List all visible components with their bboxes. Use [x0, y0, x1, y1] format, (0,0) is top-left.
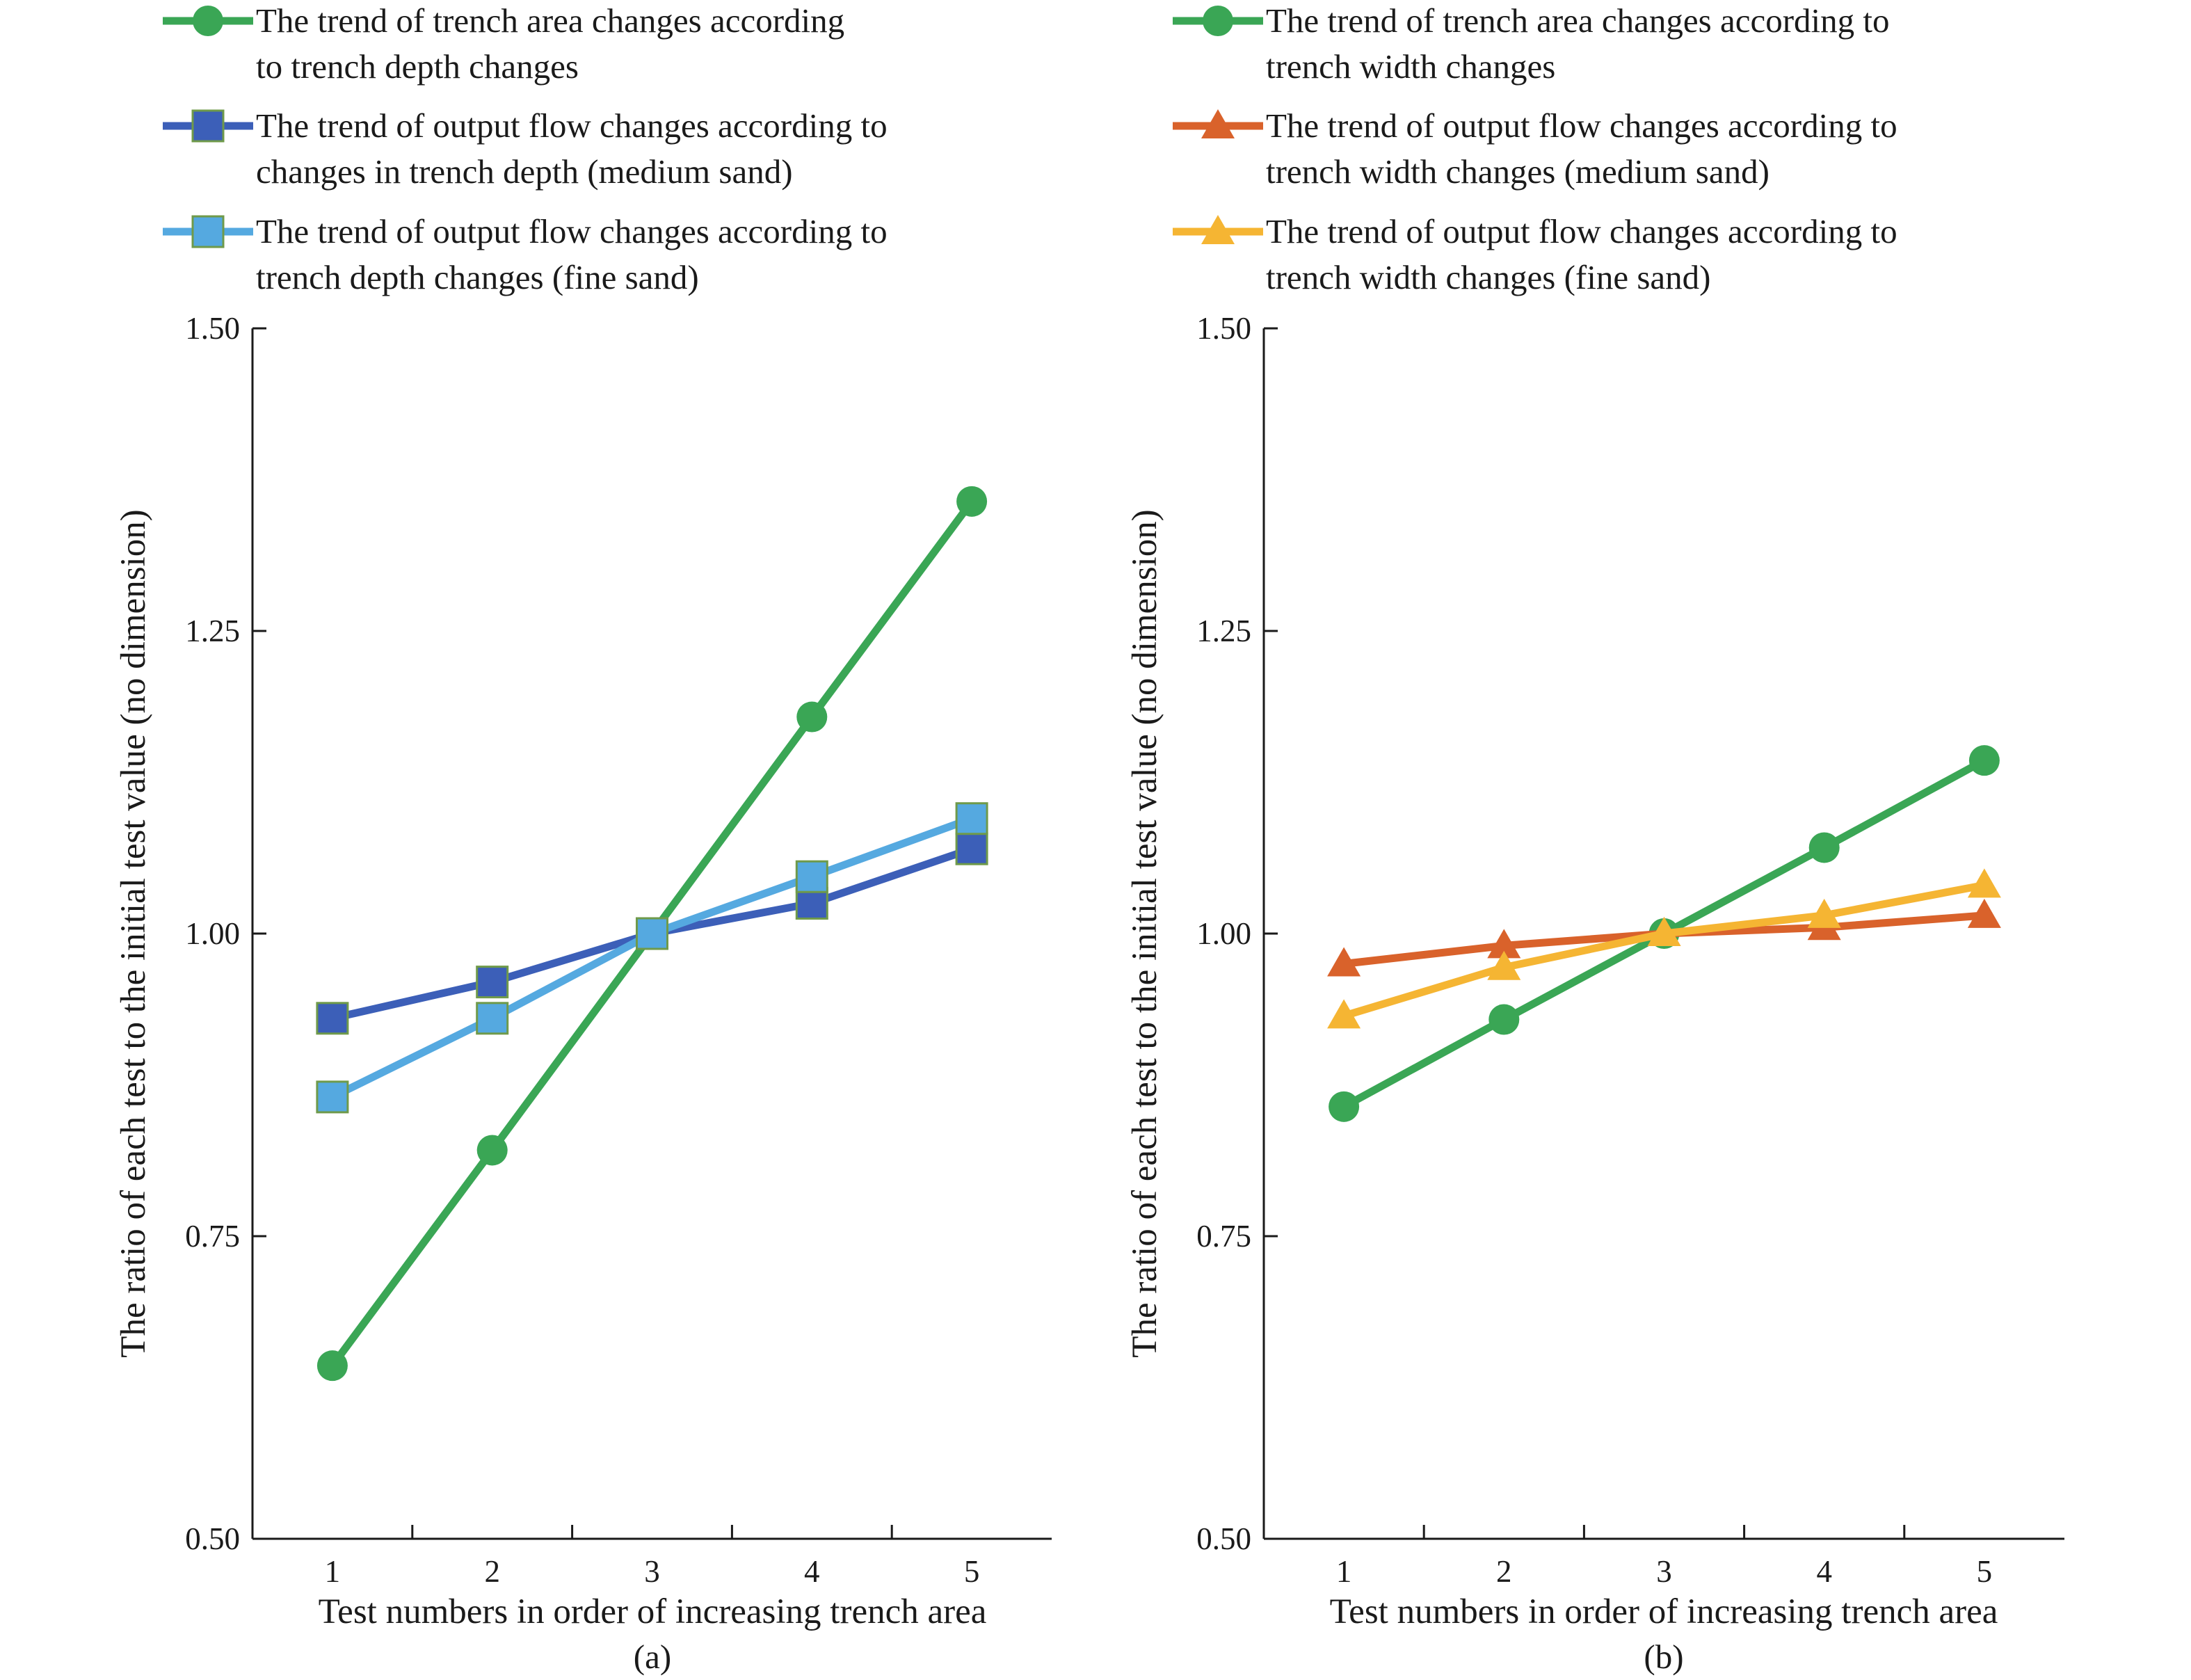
x-tick-label: 2	[484, 1554, 500, 1589]
data-point	[1488, 1004, 1520, 1035]
legend-swatch-marker	[191, 109, 225, 143]
legend-entry-1: The trend of trench area changes accordi…	[1173, 1, 1890, 86]
legend-swatch-marker	[1203, 6, 1233, 36]
y-tick-label: 0.75	[1196, 1219, 1251, 1254]
legend-swatch-marker	[1201, 215, 1235, 244]
series-line	[330, 815, 973, 1101]
x-tick-label: 2	[1496, 1554, 1512, 1589]
panel-label: (b)	[1644, 1638, 1683, 1676]
panel-label: (a)	[634, 1638, 671, 1676]
data-point	[955, 802, 988, 835]
legend-label: to trench depth changes	[256, 47, 579, 86]
x-tick-label: 3	[644, 1554, 660, 1589]
data-point	[476, 1135, 508, 1166]
data-point	[316, 1080, 349, 1114]
legend-label: The trend of output flow changes accordi…	[256, 106, 888, 145]
data-point	[795, 860, 828, 893]
y-tick-label: 1.50	[1196, 311, 1251, 346]
data-point	[955, 832, 988, 865]
data-point	[956, 486, 988, 517]
legend-label: The trend of output flow changes accordi…	[1266, 106, 1897, 145]
legend-entry-1: The trend of trench area changes accordi…	[163, 1, 844, 86]
data-point	[796, 701, 828, 733]
x-tick-label: 3	[1656, 1554, 1672, 1589]
y-tick-label: 1.25	[1196, 614, 1251, 648]
x-tick-label: 1	[1336, 1554, 1352, 1589]
data-point	[1967, 868, 2001, 898]
data-point	[1808, 832, 1840, 863]
y-tick-label: 1.25	[185, 614, 240, 648]
data-point	[636, 917, 668, 950]
series-3	[316, 802, 988, 1114]
x-tick-label: 5	[964, 1554, 980, 1589]
data-point	[316, 1350, 348, 1382]
legend-entry-2: The trend of output flow changes accordi…	[1173, 106, 1897, 191]
data-point	[1327, 999, 1361, 1029]
legend-label: trench width changes (fine sand)	[1266, 258, 1711, 296]
data-point	[1487, 929, 1521, 959]
data-point	[476, 1002, 509, 1035]
y-axis-title: The ratio of each test to the initial te…	[114, 509, 153, 1357]
data-point	[1807, 898, 1841, 928]
legend-swatch-marker	[191, 215, 225, 248]
data-point	[1327, 947, 1361, 977]
data-point	[476, 966, 509, 999]
legend-label: The trend of trench area changes accordi…	[1266, 1, 1890, 40]
x-axis-title: Test numbers in order of increasing tren…	[1330, 1592, 1998, 1631]
y-tick-label: 1.50	[185, 311, 240, 346]
x-tick-label: 4	[804, 1554, 820, 1589]
y-tick-label: 0.75	[185, 1219, 240, 1254]
legend-label: The trend of trench area changes accordi…	[256, 1, 844, 40]
y-axis-title: The ratio of each test to the initial te…	[1125, 509, 1164, 1357]
y-tick-label: 0.50	[1196, 1521, 1251, 1556]
legend-entry-2: The trend of output flow changes accordi…	[163, 106, 888, 191]
legend-entry-3: The trend of output flow changes accordi…	[1173, 212, 1897, 296]
legend-label: The trend of output flow changes accordi…	[1266, 212, 1897, 250]
x-axis-title: Test numbers in order of increasing tren…	[319, 1592, 987, 1631]
y-tick-label: 1.00	[185, 916, 240, 951]
legend-entry-3: The trend of output flow changes accordi…	[163, 212, 888, 296]
data-point	[1967, 898, 2001, 928]
data-point	[1647, 917, 1681, 946]
series-3	[1327, 868, 2001, 1029]
data-point	[316, 1002, 349, 1035]
legend-swatch-marker	[193, 6, 223, 36]
x-tick-label: 4	[1816, 1554, 1832, 1589]
x-tick-label: 5	[1977, 1554, 1993, 1589]
legend-swatch-marker	[1201, 109, 1235, 138]
x-tick-label: 1	[325, 1554, 341, 1589]
legend-label: The trend of output flow changes accordi…	[256, 212, 888, 250]
data-point	[1968, 745, 2000, 776]
legend-label: changes in trench depth (medium sand)	[256, 152, 793, 191]
y-tick-label: 1.00	[1196, 916, 1251, 951]
legend-label: trench depth changes (fine sand)	[256, 258, 699, 296]
data-point	[1487, 950, 1521, 980]
legend-label: trench width changes (medium sand)	[1266, 152, 1769, 191]
data-point	[1329, 1091, 1360, 1122]
legend-label: trench width changes	[1266, 47, 1555, 86]
y-tick-label: 0.50	[185, 1521, 240, 1556]
